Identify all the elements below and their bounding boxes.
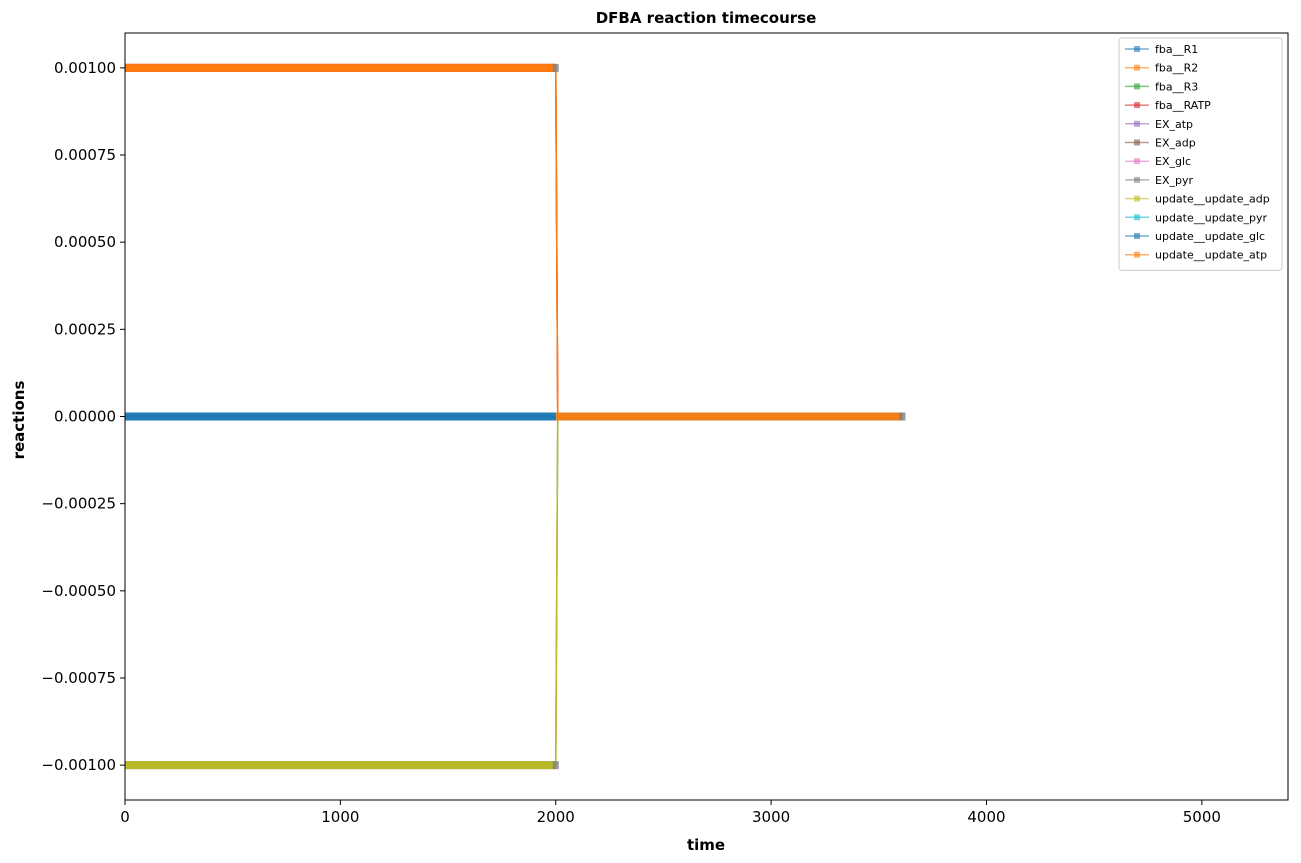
series-line <box>125 67 903 418</box>
y-tick-label: −0.00050 <box>41 582 116 600</box>
y-tick-label: 0.00025 <box>54 320 116 338</box>
series-fba__RATP <box>125 63 903 421</box>
y-tick-label: −0.00075 <box>41 669 116 687</box>
series-line <box>125 67 903 418</box>
legend-marker <box>1134 46 1140 52</box>
series-update__update_adp <box>125 412 903 770</box>
legend-item: fba__R3 <box>1125 80 1198 93</box>
y-tick-label: 0.00000 <box>54 408 116 426</box>
legend-item: EX_pyr <box>1125 174 1193 187</box>
legend-label: fba__R1 <box>1155 43 1198 56</box>
x-tick-label: 3000 <box>752 808 790 826</box>
legend-marker <box>1134 251 1140 258</box>
x-tick-label: 5000 <box>1183 808 1221 826</box>
legend-item: fba__R1 <box>1125 43 1198 56</box>
legend-item: update__update_atp <box>1125 249 1267 262</box>
x-tick-label: 2000 <box>537 808 575 826</box>
series-fba__R2 <box>125 63 903 421</box>
legend-marker <box>1134 158 1140 165</box>
legend-label: fba__RATP <box>1155 99 1211 112</box>
series-line <box>125 67 903 418</box>
legend-label: EX_adp <box>1155 137 1196 150</box>
y-tick-label: −0.00100 <box>41 756 116 774</box>
series-line <box>125 415 903 766</box>
y-tick-label: 0.00100 <box>54 59 116 77</box>
legend-label: EX_pyr <box>1155 174 1193 187</box>
legend-marker <box>1134 139 1140 146</box>
legend-marker <box>1134 176 1140 183</box>
legend-item: EX_glc <box>1125 155 1191 168</box>
legend-label: EX_glc <box>1155 155 1191 168</box>
legend-marker <box>1134 214 1140 221</box>
y-axis: 0.00100 0.00075 0.00050 0.00025 0.00000 −0.00… <box>41 59 125 774</box>
y-tick-label: 0.00075 <box>54 146 116 164</box>
legend-box <box>1118 37 1283 271</box>
plot-area <box>125 63 906 770</box>
legend-label: EX_atp <box>1155 118 1193 131</box>
y-axis-label: reactions <box>10 381 28 460</box>
chart-title: DFBA reaction timecourse <box>596 9 817 27</box>
legend-item: update__update_glc <box>1125 230 1265 243</box>
legend-item: EX_atp <box>1125 118 1193 131</box>
series-end-marker <box>899 412 906 421</box>
legend-item: fba__RATP <box>1125 99 1211 112</box>
x-tick-label: 4000 <box>967 808 1005 826</box>
legend-marker <box>1134 64 1140 71</box>
x-axis: 0 1000 2000 3000 4000 5000 <box>120 800 1221 826</box>
legend-label: update__update_adp <box>1155 193 1270 206</box>
legend-item: EX_adp <box>1125 137 1196 150</box>
legend-item: fba__R2 <box>1125 62 1198 75</box>
legend-marker <box>1134 83 1140 90</box>
legend-label: fba__R3 <box>1155 80 1198 93</box>
y-tick-label: 0.00050 <box>54 233 116 251</box>
series-line <box>125 415 903 766</box>
series-end-marker <box>552 761 559 770</box>
legend-label: update__update_pyr <box>1155 211 1268 224</box>
legend-label: update__update_atp <box>1155 249 1267 262</box>
series-EX_pyr <box>125 412 903 770</box>
legend: fba__R1 fba__R2 fba__R3 fba__RATP EX_atp EX_a… <box>1118 37 1283 271</box>
legend-label: update__update_glc <box>1155 230 1265 243</box>
y-tick-label: −0.00025 <box>41 495 116 513</box>
x-tick-label: 0 <box>120 808 130 826</box>
legend-label: fba__R2 <box>1155 62 1198 75</box>
legend-item: update__update_adp <box>1125 193 1270 206</box>
legend-item: update__update_pyr <box>1125 211 1268 224</box>
legend-marker <box>1134 195 1140 202</box>
series-update__update_atp <box>125 63 903 421</box>
series-end-marker <box>552 63 559 72</box>
legend-marker <box>1134 102 1140 109</box>
x-axis-label: time <box>687 836 725 854</box>
legend-marker <box>1134 120 1140 127</box>
legend-marker <box>1134 233 1140 239</box>
x-tick-label: 1000 <box>321 808 359 826</box>
